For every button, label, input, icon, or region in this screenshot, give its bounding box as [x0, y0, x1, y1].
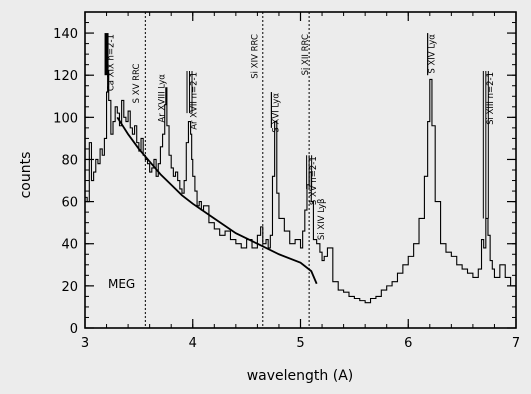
- spectrum-histogram-line: [85, 70, 517, 304]
- x-tick-label: 3: [81, 336, 89, 351]
- line-label: Si XIV RRC: [250, 34, 260, 79]
- y-axis-title: counts: [18, 152, 34, 199]
- y-tick-label: 20: [61, 280, 78, 295]
- line-label: S XV RRC: [132, 63, 142, 103]
- line-label: Si XII RRC: [301, 34, 311, 75]
- y-tick-label: 0: [70, 322, 78, 337]
- panel-label: MEG: [108, 277, 135, 291]
- x-tick-label: 7: [512, 336, 520, 351]
- y-tick-label: 80: [61, 153, 78, 168]
- x-axis-title: wavelength (A): [247, 368, 354, 384]
- line-label: Si XIV Lyβ: [317, 198, 327, 240]
- y-tick-label: 40: [61, 238, 78, 253]
- line-label: S XVI Lyα: [271, 93, 281, 133]
- y-tick-label: 60: [61, 196, 78, 211]
- line-label: S XIV Lyα: [428, 34, 438, 74]
- line-label: Si XIII n=2-1: [486, 72, 496, 125]
- line-label: S XV n=2-1: [309, 156, 319, 205]
- x-tick-label: 4: [189, 336, 197, 351]
- continuum-model-line: [116, 116, 318, 285]
- x-tick-label: 6: [404, 336, 412, 351]
- line-label: Ca XIX n=2-1: [107, 34, 117, 91]
- y-tick-label: 140: [53, 27, 78, 42]
- y-tick-label: 100: [53, 111, 78, 126]
- line-label: Ar XVIII Lyα: [158, 74, 168, 123]
- y-tick-label: 120: [53, 69, 78, 84]
- line-label: Ar XVII n=2-1: [190, 72, 200, 130]
- x-tick-label: 5: [296, 336, 304, 351]
